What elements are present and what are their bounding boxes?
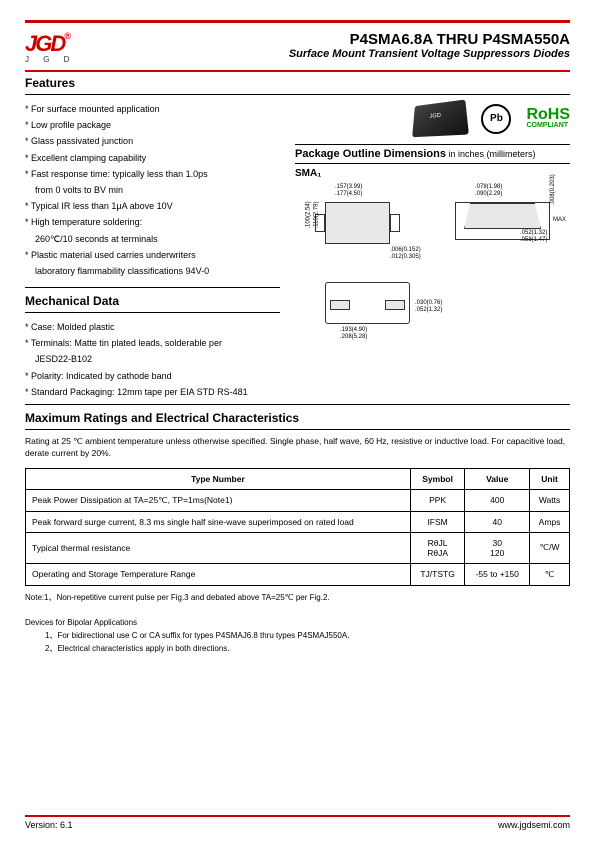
bipolar-note-1: 1、For bidirectional use C or CA suffix f… xyxy=(25,630,570,643)
bipolar-heading: Devices for Bipolar Applications xyxy=(25,617,570,630)
ratings-note: Rating at 25 ℃ ambient temperature unles… xyxy=(25,436,570,460)
table-cell: Operating and Storage Temperature Range xyxy=(26,563,411,585)
top-red-bar xyxy=(25,20,570,23)
table-row: Peak forward surge current, 8.3 ms singl… xyxy=(26,511,570,532)
package-diagram: .157(3.99) .177(4.50) .100(2.54) .110(2.… xyxy=(295,182,565,352)
table-cell: -55 to +150 xyxy=(465,563,530,585)
table-cell: Watts xyxy=(530,489,570,511)
table-row: Peak Power Dissipation at TA=25℃, TP=1ms… xyxy=(26,489,570,511)
mechanical-heading: Mechanical Data xyxy=(25,294,280,308)
table-header: Unit xyxy=(530,468,570,489)
package-outline-heading: Package Outline Dimensions in inches (mi… xyxy=(295,144,570,164)
table-cell: PPK xyxy=(410,489,465,511)
table-row: Operating and Storage Temperature RangeT… xyxy=(26,563,570,585)
mechanical-item: Polarity: Indicated by cathode band xyxy=(25,368,280,384)
note-1: Note:1、Non-repetitive current pulse per … xyxy=(25,592,570,605)
mechanical-item: JESD22-B102 xyxy=(25,351,280,367)
mechanical-item: Standard Packaging: 12mm tape per EIA ST… xyxy=(25,384,280,400)
bipolar-note-2: 2、Electrical characteristics apply in bo… xyxy=(25,643,570,656)
feature-item: Typical IR less than 1μA above 10V xyxy=(25,198,280,214)
features-heading: Features xyxy=(25,76,570,90)
logo-mark: JGD® xyxy=(25,31,85,57)
footer-url: www.jgdsemi.com xyxy=(498,820,570,830)
mechanical-item: Case: Molded plastic xyxy=(25,319,280,335)
header: JGD® J G D P4SMA6.8A THRU P4SMA550A Surf… xyxy=(25,31,570,64)
feature-item: Excellent clamping capability xyxy=(25,150,280,166)
table-cell: RθJLRθJA xyxy=(410,532,465,563)
table-row: Typical thermal resistanceRθJLRθJA30120℃… xyxy=(26,532,570,563)
table-cell: IFSM xyxy=(410,511,465,532)
feature-item: Glass passivated junction xyxy=(25,133,280,149)
feature-item: Plastic material used carries underwrite… xyxy=(25,247,280,263)
feature-item: laboratory flammability classifications … xyxy=(25,263,280,279)
feature-item: Fast response time: typically less than … xyxy=(25,166,280,182)
sma-label: SMA₁ xyxy=(295,168,570,179)
divider xyxy=(25,94,570,95)
table-header: Type Number xyxy=(26,468,411,489)
table-cell: Peak forward surge current, 8.3 ms singl… xyxy=(26,511,411,532)
table-cell: 400 xyxy=(465,489,530,511)
feature-item: For surface mounted application xyxy=(25,101,280,117)
table-cell: 30120 xyxy=(465,532,530,563)
feature-item: Low profile package xyxy=(25,117,280,133)
table-header: Symbol xyxy=(410,468,465,489)
divider xyxy=(25,287,280,288)
logo: JGD® J G D xyxy=(25,31,85,64)
notes: Note:1、Non-repetitive current pulse per … xyxy=(25,592,570,656)
pb-free-icon: Pb xyxy=(481,104,511,134)
feature-item: High temperature soldering: xyxy=(25,214,280,230)
divider xyxy=(25,312,280,313)
divider xyxy=(25,429,570,430)
table-cell: Peak Power Dissipation at TA=25℃, TP=1ms… xyxy=(26,489,411,511)
feature-item: 260℃/10 seconds at terminals xyxy=(25,231,280,247)
sub-title: Surface Mount Transient Voltage Suppress… xyxy=(289,48,570,60)
table-cell: ℃/W xyxy=(530,532,570,563)
table-cell: TJ/TSTG xyxy=(410,563,465,585)
mechanical-item: Terminals: Matte tin plated leads, solde… xyxy=(25,335,280,351)
maxratings-heading: Maximum Ratings and Electrical Character… xyxy=(25,411,570,425)
package-icon xyxy=(413,99,470,137)
ratings-table: Type NumberSymbolValueUnit Peak Power Di… xyxy=(25,468,570,586)
features-list: For surface mounted applicationLow profi… xyxy=(25,101,280,279)
rohs-icon: RoHS COMPLIANT xyxy=(526,108,570,129)
mechanical-list: Case: Molded plasticTerminals: Matte tin… xyxy=(25,319,280,400)
divider xyxy=(25,404,570,405)
table-cell: Typical thermal resistance xyxy=(26,532,411,563)
table-cell: ℃ xyxy=(530,563,570,585)
footer: Version: 6.1 www.jgdsemi.com xyxy=(25,815,570,830)
main-title: P4SMA6.8A THRU P4SMA550A xyxy=(289,31,570,48)
logo-subtext: J G D xyxy=(25,55,85,64)
title-block: P4SMA6.8A THRU P4SMA550A Surface Mount T… xyxy=(289,31,570,60)
table-cell: Amps xyxy=(530,511,570,532)
version-label: Version: 6.1 xyxy=(25,820,73,830)
divider-red xyxy=(25,70,570,72)
table-cell: 40 xyxy=(465,511,530,532)
table-header: Value xyxy=(465,468,530,489)
compliance-icons: Pb RoHS COMPLIANT xyxy=(295,101,570,136)
feature-item: from 0 volts to BV min xyxy=(25,182,280,198)
